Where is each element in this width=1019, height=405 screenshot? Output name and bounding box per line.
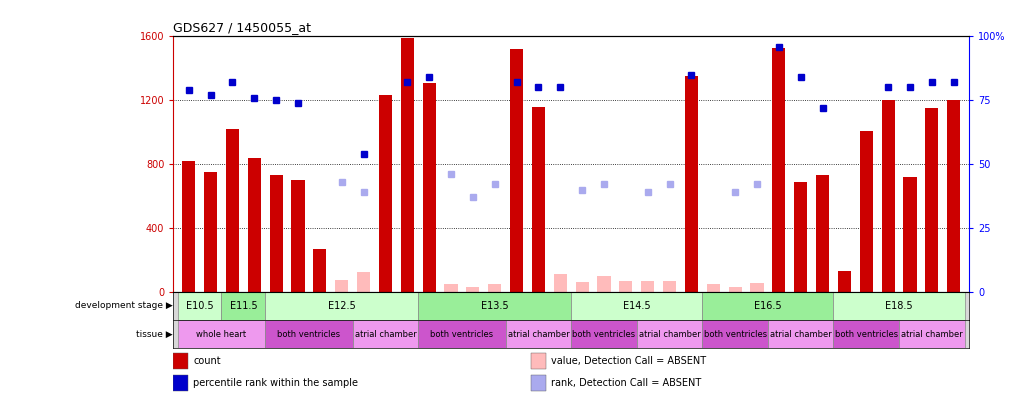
Bar (575, 282, 588, 292)
Text: E16.5: E16.5 (753, 301, 781, 311)
Bar (221, 292, 265, 320)
Text: atrial chamber: atrial chamber (900, 330, 962, 339)
Bar (422, 83, 435, 292)
Text: both ventricles: both ventricles (834, 330, 897, 339)
Bar (335, 280, 347, 292)
Text: GDS627 / 1450055_at: GDS627 / 1450055_at (173, 21, 311, 34)
Bar (488, 284, 500, 292)
Bar (177, 292, 221, 320)
Text: value, Detection Call = ABSENT: value, Detection Call = ABSENT (551, 356, 706, 366)
Text: whole heart: whole heart (197, 330, 247, 339)
Bar (173, 375, 187, 391)
Text: atrial chamber: atrial chamber (769, 330, 830, 339)
Text: percentile rank within the sample: percentile rank within the sample (194, 378, 358, 388)
Bar (619, 281, 632, 292)
Text: tissue ▶: tissue ▶ (136, 330, 172, 339)
Bar (924, 108, 937, 292)
Bar (177, 320, 265, 348)
Bar (418, 320, 505, 348)
Bar (248, 158, 261, 292)
Bar (531, 107, 544, 292)
Text: E13.5: E13.5 (480, 301, 508, 311)
Bar (353, 320, 418, 348)
Bar (662, 281, 676, 292)
Bar (597, 276, 610, 292)
Bar (466, 287, 479, 292)
Text: E11.5: E11.5 (229, 301, 257, 311)
Bar (815, 175, 828, 292)
Bar (357, 273, 370, 292)
Text: development stage ▶: development stage ▶ (74, 301, 172, 310)
Bar (225, 129, 238, 292)
Bar (418, 292, 571, 320)
Text: both ventricles: both ventricles (703, 330, 766, 339)
Bar (833, 320, 898, 348)
Text: atrial chamber: atrial chamber (355, 330, 416, 339)
Text: atrial chamber: atrial chamber (638, 330, 700, 339)
Text: E18.5: E18.5 (884, 301, 912, 311)
Bar (510, 49, 523, 292)
Bar (269, 175, 282, 292)
Bar (728, 287, 741, 292)
Bar (837, 271, 850, 292)
Bar (833, 292, 964, 320)
Bar (400, 38, 414, 292)
Bar (859, 130, 872, 292)
Bar (378, 96, 391, 292)
Bar (767, 320, 833, 348)
Bar (553, 274, 567, 292)
Bar (571, 320, 636, 348)
Bar (636, 320, 702, 348)
Bar (702, 320, 767, 348)
Bar (641, 281, 653, 292)
Bar (173, 353, 187, 369)
Bar (771, 48, 785, 292)
Text: E10.5: E10.5 (185, 301, 213, 311)
Bar (265, 320, 353, 348)
Bar (182, 161, 195, 292)
Bar (684, 76, 697, 292)
Bar (571, 292, 702, 320)
Bar (531, 375, 545, 391)
Bar (794, 181, 806, 292)
Text: both ventricles: both ventricles (277, 330, 340, 339)
Bar (531, 353, 545, 369)
Bar (505, 320, 571, 348)
Bar (204, 172, 217, 292)
Bar (880, 100, 894, 292)
Text: both ventricles: both ventricles (572, 330, 635, 339)
Bar (313, 249, 326, 292)
Bar (706, 284, 719, 292)
Bar (947, 100, 959, 292)
Text: rank, Detection Call = ABSENT: rank, Detection Call = ABSENT (551, 378, 701, 388)
Bar (265, 292, 418, 320)
Bar (702, 292, 833, 320)
Bar (444, 284, 458, 292)
Text: atrial chamber: atrial chamber (507, 330, 569, 339)
Bar (291, 180, 305, 292)
Bar (750, 283, 763, 292)
Text: E12.5: E12.5 (327, 301, 356, 311)
Text: both ventricles: both ventricles (430, 330, 493, 339)
Text: E14.5: E14.5 (623, 301, 650, 311)
Bar (903, 177, 916, 292)
Text: count: count (194, 356, 221, 366)
Bar (898, 320, 964, 348)
